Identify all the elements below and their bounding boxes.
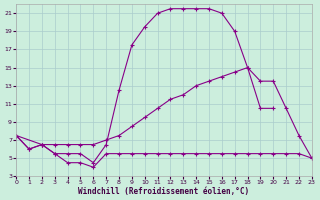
X-axis label: Windchill (Refroidissement éolien,°C): Windchill (Refroidissement éolien,°C) (78, 187, 250, 196)
